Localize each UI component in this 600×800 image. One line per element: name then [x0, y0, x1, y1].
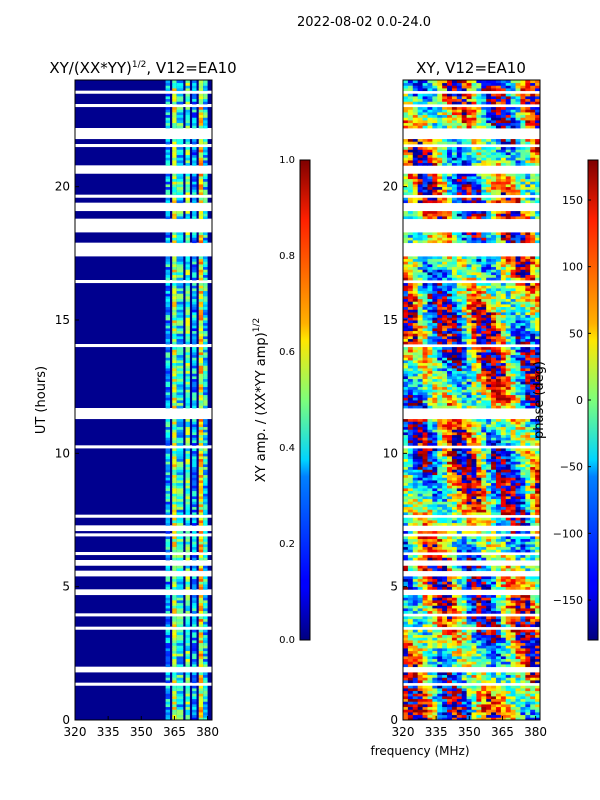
amp-colorbar-tick: 0.6: [279, 347, 295, 358]
y-tick-label: 0: [390, 713, 398, 727]
phase-colorbar-tick: 50: [569, 327, 583, 340]
amp-colorbar-label: XY amp. / (XX*YY amp)1/2: [252, 318, 269, 482]
phase-colorbar-label: phase (deg): [532, 361, 547, 439]
y-tick-label: 15: [55, 313, 70, 327]
phase-heatmap: [403, 80, 540, 720]
phase-axes-frame: [402, 79, 541, 721]
y-tick-label: 15: [383, 313, 398, 327]
x-tick-label: 320: [64, 725, 87, 739]
phase-panel: XY, V12=EA10 320 335 350 365 380 0 5 10 15 20 fre…: [370, 59, 547, 758]
x-tick-label: 335: [97, 725, 120, 739]
x-tick-label: 365: [163, 725, 186, 739]
phase-colorbar-tick: −150: [553, 594, 583, 607]
amp-ylabel: UT (hours): [34, 366, 49, 434]
x-tick-label: 365: [491, 725, 514, 739]
y-tick-label: 10: [383, 446, 398, 460]
amp-heatmap: [75, 80, 212, 720]
y-tick-label: 5: [390, 580, 398, 594]
phase-title: XY, V12=EA10: [416, 59, 526, 77]
amp-colorbar-gradient: [299, 159, 311, 641]
phase-colorbar-tick: 100: [562, 261, 583, 274]
phase-colorbar-tick: 150: [562, 194, 583, 207]
x-tick-label: 350: [458, 725, 481, 739]
amp-colorbar-tick: 1.0: [279, 155, 295, 166]
x-tick-label: 335: [425, 725, 448, 739]
y-tick-label: 20: [383, 180, 398, 194]
phase-xlabel: frequency (MHz): [370, 744, 469, 758]
y-tick-label: 20: [55, 180, 70, 194]
amp-panel: XY/(XX*YY)1/2, V12=EA10 320 335 350 365 380 0…: [34, 59, 237, 739]
phase-colorbar-tick: 0: [576, 394, 583, 407]
amp-title: XY/(XX*YY)1/2, V12=EA10: [49, 59, 236, 77]
x-tick-label: 320: [392, 725, 415, 739]
amp-colorbar: 0.0 0.2 0.4 0.6 0.8 1.0 XY amp. / (XX*YY amp)…: [252, 155, 311, 646]
figure-suptitle: 2022-08-02 0.0-24.0: [297, 15, 431, 30]
amp-colorbar-tick: 0.0: [279, 635, 295, 646]
phase-colorbar-tick: −50: [560, 461, 583, 474]
x-tick-label: 350: [130, 725, 153, 739]
amp-colorbar-tick: 0.8: [279, 251, 295, 262]
amp-colorbar-tick: 0.2: [279, 539, 295, 550]
amp-colorbar-tick: 0.4: [279, 443, 295, 454]
phase-colorbar: −150 −100 −50 0 50 100 150 phase (deg): [532, 159, 599, 641]
x-tick-label: 380: [196, 725, 219, 739]
y-tick-label: 10: [55, 446, 70, 460]
phase-colorbar-tick: −100: [553, 527, 583, 540]
x-tick-label: 380: [524, 725, 547, 739]
amp-axes-frame: [74, 79, 213, 721]
y-tick-label: 5: [62, 580, 70, 594]
y-tick-label: 0: [62, 713, 70, 727]
